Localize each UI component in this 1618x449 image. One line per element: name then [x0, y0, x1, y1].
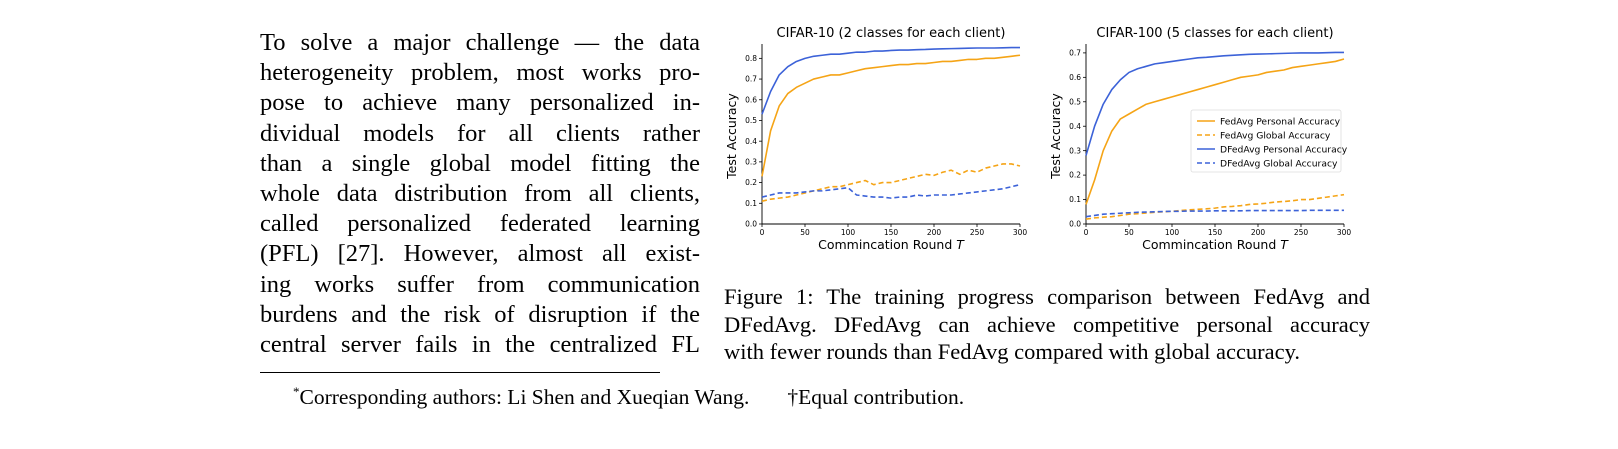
chart-1-y-tick-label: 0.6: [1069, 73, 1081, 82]
chart-1-legend-box: [1190, 109, 1342, 173]
chart-0-x-tick-label: 200: [927, 228, 942, 237]
chart-1-x-tick-label: 0: [1084, 228, 1089, 237]
chart-0-y-tick-label: 0.1: [745, 199, 757, 208]
chart-0-series-fedavg-global-accuracy: [761, 163, 1021, 202]
footnote: *Corresponding authors: Li Shen and Xueq…: [293, 377, 964, 412]
body-line: whole data distribution from all clients…: [260, 179, 700, 207]
chart-1-x-tick-label: 250: [1294, 228, 1309, 237]
chart-1-x-tick-label: 200: [1251, 228, 1266, 237]
chart-0-y-tick-label: 0.7: [745, 75, 757, 84]
chart-1-legend-label: FedAvg Personal Accuracy: [1220, 116, 1341, 127]
body-line: ing works suffer from communication: [260, 270, 700, 298]
chart-cifar10: CIFAR-10 (2 classes for each client) 0 50 1…: [724, 20, 1034, 265]
chart-1-y-tick-label: 0.0: [1069, 220, 1081, 229]
chart-1-series-dfedavg-personal-accuracy: [1085, 51, 1344, 156]
chart-1-y-tick-label: 0.5: [1069, 97, 1081, 106]
chart-1-series-dfedavg-global-accuracy: [1085, 209, 1344, 218]
body-line: pose to achieve many personalized in-: [260, 89, 700, 117]
chart-1-x-tick-label: 150: [1208, 228, 1223, 237]
body-line: called personalized federated learning: [260, 210, 700, 238]
body-line: heterogeneity problem, most works pro-: [260, 59, 700, 87]
body-paragraph: To solve a major challenge — the data he…: [260, 28, 700, 360]
chart-1-y-label: Test Accuracy: [1048, 93, 1063, 180]
chart-0-x-tick-label: 50: [800, 228, 810, 237]
chart-0-y-tick-label: 0.4: [745, 137, 757, 146]
chart-0-x-tick-label: 250: [970, 228, 985, 237]
chart-0-y-label: Test Accuracy: [724, 93, 739, 180]
figure-caption: Figure 1: The training progress comparis…: [724, 283, 1370, 366]
chart-1-legend-label: DFedAvg Personal Accuracy: [1220, 144, 1348, 155]
chart-0-x-tick-label: 300: [1013, 228, 1028, 237]
chart-0-y-tick-label: 0.3: [745, 157, 757, 166]
chart-1-series-fedavg-global-accuracy: [1085, 193, 1345, 220]
caption-line: with fewer rounds than FedAvg compared w…: [724, 339, 1301, 364]
body-line: dividual models for all clients rather: [260, 119, 700, 147]
chart-cifar10-svg: CIFAR-10 (2 classes for each client) 0 50 1…: [724, 26, 1028, 252]
chart-cifar100-svg: CIFAR-100 (5 classes for each client) 0 50…: [1048, 26, 1352, 252]
footnote-rule: [260, 372, 660, 374]
chart-1-y-tick-label: 0.3: [1069, 146, 1081, 155]
chart-1-x-label: Commincation Round T: [1142, 237, 1289, 252]
chart-0-series-dfedavg-global-accuracy: [761, 183, 1021, 199]
chart-0-y-tick-label: 0.0: [745, 220, 757, 229]
chart-cifar100: CIFAR-100 (5 classes for each client) 0 50…: [1048, 20, 1358, 265]
chart-1-y-tick-label: 0.7: [1069, 48, 1081, 57]
chart-0-x-tick-label: 100: [841, 228, 856, 237]
chart-0-y-tick-label: 0.5: [745, 116, 757, 125]
chart-1-x-tick-label: 300: [1337, 228, 1352, 237]
chart-1-y-tick-label: 0.2: [1069, 171, 1081, 180]
chart-1-y-tick-label: 0.1: [1069, 195, 1081, 204]
body-line: To solve a major challenge — the data: [260, 29, 700, 56]
chart-1-legend-label: FedAvg Global Accuracy: [1220, 130, 1331, 141]
chart-1-y-tick-label: 0.4: [1069, 122, 1081, 131]
chart-0-y-tick-label: 0.8: [745, 54, 757, 63]
body-line: (PFL) [27]. However, almost all exist-: [260, 240, 700, 268]
chart-0-y-tick-label: 0.6: [745, 95, 757, 104]
chart-0-x-tick-label: 0: [760, 228, 765, 237]
chart-0-title: CIFAR-10 (2 classes for each client): [777, 26, 1006, 41]
caption-line: Figure 1: The training progress comparis…: [724, 284, 1370, 309]
body-line: than a single global model fitting the: [260, 149, 700, 177]
chart-0-y-tick-label: 0.2: [745, 178, 757, 187]
chart-0-series-fedavg-personal-accuracy: [761, 54, 1021, 177]
chart-1-x-tick-label: 100: [1165, 228, 1180, 237]
footnote-marker: *: [293, 384, 300, 399]
chart-0-series-dfedavg-personal-accuracy: [761, 46, 1020, 115]
caption-line: DFedAvg. DFedAvg can achieve competitive…: [724, 311, 1370, 337]
chart-1-x-tick-label: 50: [1124, 228, 1134, 237]
figure-1: CIFAR-10 (2 classes for each client) 0 50 1…: [724, 20, 1384, 260]
footnote-text: Corresponding authors: Li Shen and Xueqi…: [299, 385, 750, 409]
chart-1-series-fedavg-personal-accuracy: [1085, 58, 1345, 205]
footnote-equal-contribution: †Equal contribution.: [787, 385, 965, 409]
chart-0-x-label: Commincation Round T: [818, 237, 965, 252]
chart-0-x-tick-label: 150: [884, 228, 899, 237]
chart-1-legend-label: DFedAvg Global Accuracy: [1220, 158, 1338, 169]
body-line: central server fails in the centralized …: [260, 330, 700, 358]
body-line: burdens and the risk of disruption if th…: [260, 300, 700, 328]
chart-1-title: CIFAR-100 (5 classes for each client): [1096, 26, 1333, 41]
